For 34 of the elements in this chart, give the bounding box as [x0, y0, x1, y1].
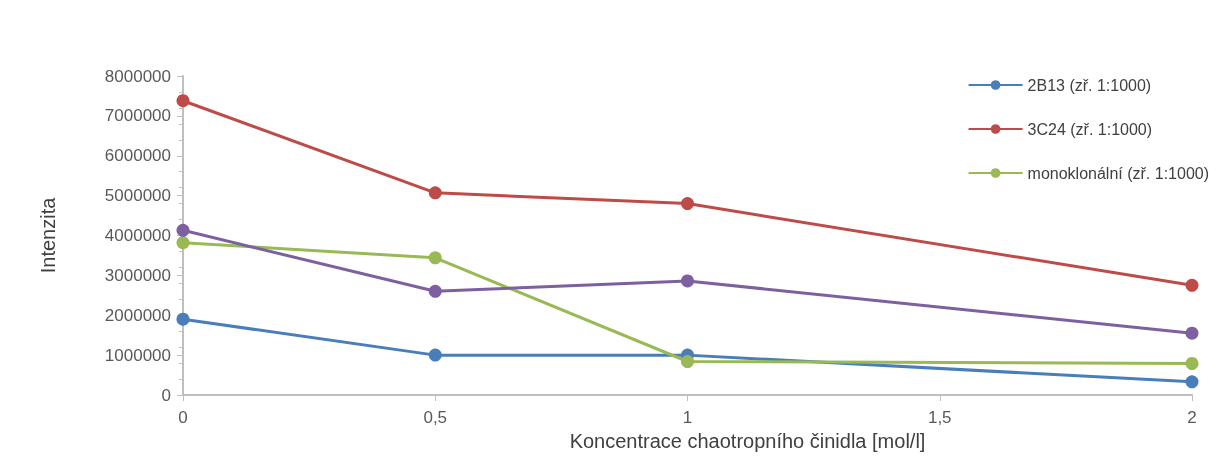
point [176, 312, 190, 326]
y-tick-label: 2000000 [104, 305, 171, 325]
point [1185, 278, 1199, 292]
x-tick-label: 0 [178, 408, 188, 427]
y-tick-label: 7000000 [104, 106, 171, 126]
legend-label: monoklonální (zř. 1:1000) [1027, 164, 1210, 182]
legend-label: 2B13 (zř. 1:1000) [1027, 76, 1152, 94]
y-tick-label: 6000000 [104, 146, 171, 166]
point [428, 348, 442, 362]
y-tick-label: 4000000 [104, 226, 171, 245]
point [1185, 375, 1199, 389]
point [176, 223, 190, 237]
point [1185, 326, 1199, 340]
point [428, 186, 442, 200]
y-tick-label: 3000000 [104, 265, 171, 285]
point [681, 274, 694, 288]
point [428, 284, 442, 298]
point [681, 197, 694, 211]
y-tick-label: 8000000 [104, 66, 171, 86]
y-tick-label: 5000000 [104, 186, 171, 206]
x-tick-label: 1,5 [927, 408, 952, 427]
x-tick-label: 2 [1187, 408, 1197, 427]
point [428, 251, 442, 265]
x-axis-title: Koncentrace chaotropního činidla [mol/l] [569, 429, 926, 452]
point [681, 355, 694, 368]
point [176, 236, 190, 250]
y-axis-title: Intenzita [37, 196, 59, 274]
point [1185, 357, 1199, 370]
point [176, 94, 190, 108]
x-tick-label: 0,5 [423, 408, 448, 427]
y-tick-label: 1000000 [104, 345, 171, 365]
x-tick-label: 1 [682, 408, 693, 427]
y-tick-label: 0 [161, 385, 171, 405]
legend-label: 3C24 (zř. 1:1000) [1027, 120, 1153, 138]
